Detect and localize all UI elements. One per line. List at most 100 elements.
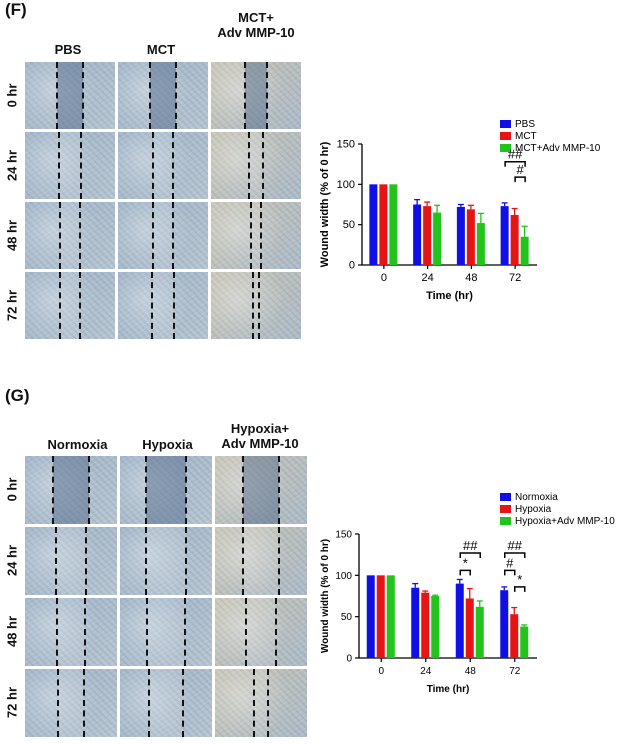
bar-mct bbox=[510, 214, 519, 265]
panel-g-wound-edge-line bbox=[84, 598, 86, 666]
significance-marker: ## bbox=[508, 538, 523, 553]
panel-g-wound-edge-line bbox=[52, 456, 54, 524]
panel-g-row-label: 0 hr bbox=[4, 477, 20, 502]
panel-g-bar-chart: 0 50 100 150 Wound width (% of 0 hr) 0 24 48 72 T… bbox=[320, 492, 615, 695]
x-tick-label: 72 bbox=[509, 272, 521, 284]
panel-f-wound-edge-line bbox=[266, 62, 268, 129]
panel-g-wound-edge-line bbox=[242, 456, 244, 524]
panel-g-wound-edge-line bbox=[253, 669, 255, 737]
panel-f-wound-gap bbox=[251, 202, 261, 269]
legend-swatch bbox=[500, 493, 511, 501]
panel-g-wound-gap bbox=[56, 527, 86, 595]
panel-f-micrograph bbox=[25, 272, 115, 339]
legend-swatch bbox=[500, 505, 511, 513]
y-tick-label: 150 bbox=[337, 139, 355, 151]
panel-f-wound-gap bbox=[152, 272, 174, 339]
panel-f-wound-edge-line bbox=[250, 202, 252, 269]
panel-g-wound-edge-line bbox=[185, 456, 187, 524]
panel-f-micrograph bbox=[25, 132, 115, 199]
panel-f-wound-edge-line bbox=[172, 132, 174, 199]
bar-pbs bbox=[456, 206, 465, 265]
panel-f-wound-gap bbox=[153, 132, 173, 199]
panel-f-wound-edge-line bbox=[80, 132, 82, 199]
panel-f-micrograph bbox=[211, 132, 301, 199]
panel-f-letter: (F) bbox=[5, 0, 27, 19]
panel-f-wound-edge-line bbox=[79, 202, 81, 269]
panel-g-wound-gap bbox=[147, 598, 185, 666]
significance-bracket bbox=[459, 552, 481, 559]
panel-f-micrograph bbox=[211, 62, 301, 129]
bar-normoxia bbox=[500, 590, 509, 658]
panel-f-wound-edge-line bbox=[252, 272, 254, 339]
panel-g-wound-edge-line bbox=[242, 527, 244, 595]
bar-hypoxia bbox=[376, 575, 385, 658]
bar-hypoxia bbox=[465, 598, 474, 658]
bar-hypoxia bbox=[421, 592, 430, 658]
panel-g-row-label: 48 hr bbox=[4, 615, 20, 648]
panel-g-micrograph bbox=[25, 527, 117, 595]
panel-g-wound-gap bbox=[149, 669, 183, 737]
bar-hypoxia-adv-mmp-10 bbox=[386, 575, 395, 658]
panel-g-wound-edge-line bbox=[145, 456, 147, 524]
bar-pbs bbox=[500, 206, 509, 265]
panel-f-wound-gap bbox=[245, 62, 267, 129]
y-axis-title: Wound width (% of 0 hr) bbox=[319, 141, 331, 267]
panel-f-row-label: 24 hr bbox=[4, 149, 20, 181]
y-tick-label: 0 bbox=[349, 260, 355, 272]
panel-g-wound-gap bbox=[146, 456, 186, 524]
panel-g-wound-edge-line bbox=[182, 669, 184, 737]
y-tick-label: 150 bbox=[335, 530, 352, 541]
panel-f-wound-edge-line bbox=[248, 132, 250, 199]
panel-f-wound-edge-line bbox=[173, 272, 175, 339]
legend-label: MCT bbox=[515, 131, 537, 142]
panel-g-wound-edge-line bbox=[85, 527, 87, 595]
panel-f-micrograph bbox=[211, 202, 301, 269]
y-tick-label: 0 bbox=[346, 654, 352, 665]
panel-g-wound-edge-line bbox=[278, 456, 280, 524]
bar-normoxia bbox=[411, 587, 420, 658]
significance-marker: ## bbox=[508, 147, 523, 162]
y-axis-title: Wound width (% of 0 hr) bbox=[320, 539, 331, 653]
x-axis-title: Time (hr) bbox=[427, 684, 470, 695]
x-axis-title: Time (hr) bbox=[426, 290, 473, 302]
panel-f-wound-edge-line bbox=[56, 62, 58, 129]
panel-f-wound-edge-line bbox=[172, 202, 174, 269]
bar-mct bbox=[423, 206, 432, 265]
panel-g-letter: (G) bbox=[5, 386, 30, 405]
x-tick-label: 48 bbox=[465, 272, 477, 284]
legend-swatch bbox=[500, 517, 511, 525]
panel-f-wound-edge-line bbox=[244, 62, 246, 129]
panel-g-micrograph bbox=[120, 456, 212, 524]
y-tick-label: 50 bbox=[341, 612, 353, 623]
significance-bracket bbox=[514, 176, 526, 183]
panel-f-micrograph bbox=[211, 272, 301, 339]
panel-g-micrograph bbox=[25, 669, 117, 737]
bar-pbs bbox=[413, 204, 422, 265]
panel-f-wound-edge-line bbox=[262, 132, 264, 199]
panel-g-micrograph bbox=[215, 598, 307, 666]
bar-hypoxia bbox=[510, 614, 519, 658]
panel-f-wound-edge-line bbox=[260, 202, 262, 269]
panel-g-micrograph bbox=[215, 527, 307, 595]
panel-g-wound-gap bbox=[254, 669, 268, 737]
panel-f-wound-edge-line bbox=[79, 272, 81, 339]
panel-f-wound-edge-line bbox=[58, 132, 60, 199]
panel-g-wound-edge-line bbox=[245, 598, 247, 666]
panel-g-micrograph bbox=[25, 456, 117, 524]
panel-f-wound-edge-line bbox=[59, 272, 61, 339]
panel-g-micrograph bbox=[120, 527, 212, 595]
bar-mct bbox=[466, 209, 475, 265]
panel-g-wound-edge-line bbox=[57, 669, 59, 737]
bar-normoxia bbox=[455, 583, 464, 658]
panel-g-col-title-3-text: Hypoxia+ Adv MMP-10 bbox=[221, 421, 299, 451]
y-tick-label: 100 bbox=[335, 571, 352, 582]
bar-hypoxia-adv-mmp-10 bbox=[475, 606, 484, 658]
panel-f-wound-gap bbox=[60, 202, 80, 269]
panel-g-wound-edge-line bbox=[83, 669, 85, 737]
panel-g-wound-gap bbox=[57, 598, 85, 666]
panel-f-col-title-3-text: MCT+ Adv MMP-10 bbox=[217, 10, 295, 40]
panel-f-wound-edge-line bbox=[151, 272, 153, 339]
panel-g-wound-edge-line bbox=[184, 598, 186, 666]
panel-f-row-label: 0 hr bbox=[4, 83, 20, 107]
panel-f-wound-edge-line bbox=[149, 62, 151, 129]
